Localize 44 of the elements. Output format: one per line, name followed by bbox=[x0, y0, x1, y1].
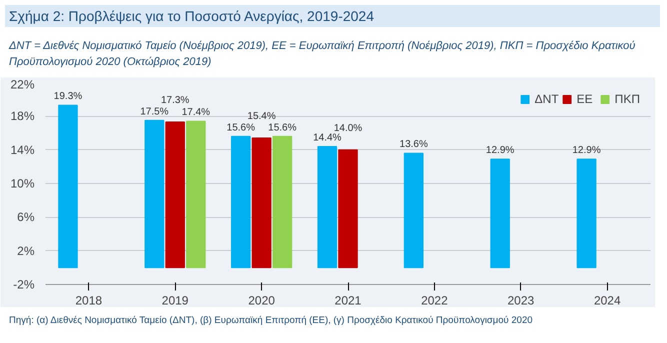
y-tick-label: 22% bbox=[10, 78, 35, 92]
text: 15.4% bbox=[247, 111, 276, 122]
text: 14.4% bbox=[313, 132, 342, 144]
bar bbox=[490, 159, 510, 269]
y-tick-label: 14% bbox=[10, 143, 35, 158]
y-tick-label: 2% bbox=[17, 244, 35, 258]
bar bbox=[317, 146, 338, 269]
x-tick-label: 2019 bbox=[162, 294, 189, 308]
x-tick-label: 2021 bbox=[334, 294, 362, 308]
bar bbox=[230, 136, 251, 269]
chart-subtitle: ΔΝΤ = Διεθνές Νομισματικό Ταμείο (Νοέμβριος 2019), ΕΕ = Ευρωπαϊκή Επιτροπή (Νοέμβριος 2019), ΠΚΠ = Προσχέδιο Κρατικού Προϋπολογισμού 2020 (Οκτώβριος 2019) bbox=[9, 39, 636, 70]
bar bbox=[144, 120, 164, 269]
chart-title: Σχήμα 2: Προβλέψεις για το Ποσοστό Ανεργίας, 2019-2024 bbox=[9, 7, 374, 26]
bar bbox=[252, 138, 272, 269]
text: 12.9% bbox=[572, 146, 601, 156]
x-tick-label: 2022 bbox=[421, 294, 448, 308]
text: 14.0% bbox=[334, 123, 362, 134]
text: Πηγή: (α) Διεθνές Νομισματικό Ταμείο (ΔΝΤ), (β) Ευρωπαϊκή Επιτροπή (ΕΕ), (γ) Προσχέδιο Κρατικού Προϋπολογισμού 2020 bbox=[9, 314, 533, 328]
text: 15.6% bbox=[268, 122, 296, 134]
text: 17.4% bbox=[182, 108, 210, 119]
x-tick-label: 2023 bbox=[508, 294, 535, 308]
bar bbox=[338, 150, 358, 269]
bar bbox=[186, 121, 206, 269]
bar bbox=[576, 159, 596, 269]
x-tick-label: 2020 bbox=[248, 294, 276, 308]
y-tick-label: 10% bbox=[10, 176, 35, 191]
legend-label: ΠΚΠ bbox=[614, 92, 640, 106]
text: 12.9% bbox=[486, 146, 514, 156]
x-tick-label: 2018 bbox=[75, 294, 102, 308]
y-tick-label: -2% bbox=[13, 278, 35, 292]
text: 19.3% bbox=[54, 92, 82, 103]
y-tick-label: 6% bbox=[17, 210, 35, 225]
legend-label: ΕΕ bbox=[576, 92, 594, 106]
text: 17.3% bbox=[160, 95, 190, 106]
text: 13.6% bbox=[400, 140, 428, 151]
text: 17.5% bbox=[140, 106, 169, 118]
bar bbox=[165, 122, 185, 269]
bar bbox=[404, 153, 424, 269]
x-tick-label: 2024 bbox=[594, 294, 621, 308]
bar bbox=[58, 105, 78, 269]
y-tick-label: 18% bbox=[10, 110, 35, 124]
legend-label: ΔΝΤ bbox=[534, 92, 559, 106]
text: 15.6% bbox=[226, 122, 256, 134]
bar bbox=[272, 136, 292, 269]
